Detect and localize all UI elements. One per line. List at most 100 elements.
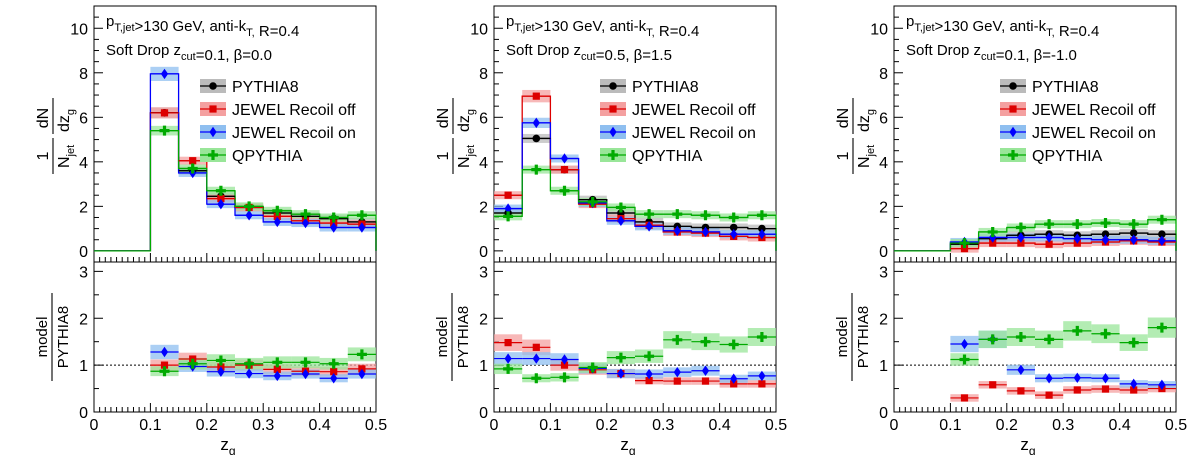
ratio-point bbox=[1045, 373, 1053, 384]
ratio-point bbox=[273, 370, 281, 382]
x-tick-label: 0.2 bbox=[596, 417, 618, 434]
data-point bbox=[1129, 229, 1138, 237]
data-point bbox=[730, 228, 738, 240]
ratio-panel: 0 1 2 3 0 0.1 0.2 0.3 0.4 0.5 model PYTHIA8 zg bbox=[34, 261, 387, 455]
data-point bbox=[245, 210, 253, 221]
data-point bbox=[273, 216, 281, 228]
ratio-point bbox=[700, 336, 711, 347]
data-point bbox=[532, 134, 541, 143]
data-point bbox=[756, 210, 767, 221]
y-label-den-right: dzg bbox=[56, 109, 77, 132]
data-point bbox=[1158, 235, 1166, 247]
ratio-point bbox=[1100, 328, 1111, 339]
annotation-jet-selection: pT,jet>130 GeV, anti-kT, R=0.4 bbox=[506, 13, 699, 40]
ratio-point bbox=[728, 339, 739, 350]
ratio-label-denominator: PYTHIA8 bbox=[855, 306, 872, 369]
x-tick-label: 0.4 bbox=[308, 417, 330, 434]
data-point bbox=[159, 125, 170, 136]
ratio-panel-frame bbox=[93, 261, 377, 413]
data-point bbox=[504, 203, 512, 214]
ratio-point bbox=[1072, 325, 1083, 336]
y-tick-label: 10 bbox=[70, 21, 88, 38]
data-point bbox=[758, 224, 766, 233]
top-panel: 0 2 4 6 8 10 pT,jet>130 GeV, anti-kT, R=0.4Sof… bbox=[35, 5, 377, 263]
legend-marker bbox=[609, 82, 617, 90]
ratio-y-tick-label: 2 bbox=[79, 311, 88, 328]
data-point bbox=[959, 238, 970, 249]
ratio-point bbox=[503, 363, 514, 374]
data-point bbox=[672, 209, 683, 220]
ratio-point bbox=[356, 349, 367, 360]
data-point bbox=[160, 109, 169, 117]
legend-marker bbox=[608, 150, 619, 160]
data-point bbox=[1101, 230, 1110, 238]
legend-marker bbox=[209, 105, 217, 113]
ratio-y-axis-label: model PYTHIA8 bbox=[34, 293, 72, 381]
ratio-label-numerator: model bbox=[34, 317, 51, 358]
data-point bbox=[215, 185, 226, 196]
ratio-point bbox=[1128, 337, 1139, 348]
annotation-jet-selection: pT,jet>130 GeV, anti-kT, R=0.4 bbox=[906, 13, 1099, 40]
y-label-num-right: dN bbox=[835, 108, 852, 128]
ratio-point bbox=[272, 357, 283, 368]
ratio-y-axis-label: model PYTHIA8 bbox=[834, 293, 872, 381]
legend-marker bbox=[1009, 105, 1017, 113]
data-point bbox=[1100, 218, 1111, 229]
ratio-point bbox=[217, 366, 225, 377]
ratio-panel: 0 1 2 3 0 0.1 0.2 0.3 0.4 0.5 model PYTHIA8 zg bbox=[834, 261, 1187, 455]
ratio-point bbox=[1101, 385, 1110, 393]
ratio-point bbox=[960, 338, 969, 350]
ratio-y-tick-label: 2 bbox=[879, 311, 888, 328]
legend-marker bbox=[609, 126, 617, 138]
annotation-soft-drop: Soft Drop zcut=0.5, β=1.5 bbox=[506, 42, 672, 64]
data-point bbox=[987, 226, 998, 237]
legend-label: JEWEL Recoil off bbox=[232, 102, 356, 119]
x-tick-label: 0.4 bbox=[1108, 417, 1130, 434]
ratio-point bbox=[758, 380, 766, 388]
data-point bbox=[217, 194, 225, 203]
legend-label: JEWEL Recoil on bbox=[232, 125, 356, 142]
data-point bbox=[1073, 233, 1081, 244]
data-point bbox=[1045, 240, 1053, 248]
ratio-point bbox=[1130, 386, 1138, 394]
data-point bbox=[328, 212, 339, 223]
ratio-point bbox=[617, 368, 625, 379]
ratio-point bbox=[159, 366, 170, 377]
data-point bbox=[1158, 230, 1166, 238]
ratio-point bbox=[673, 377, 681, 385]
data-point bbox=[244, 201, 255, 212]
x-tick-label: 0.4 bbox=[708, 417, 730, 434]
y-tick-label: 6 bbox=[79, 110, 88, 127]
y-tick-label: 0 bbox=[879, 244, 888, 261]
y-label-num-right: dN bbox=[435, 108, 452, 128]
data-point bbox=[673, 225, 681, 237]
data-point bbox=[617, 209, 625, 217]
data-point bbox=[356, 210, 367, 221]
ratio-point bbox=[560, 361, 569, 369]
data-point bbox=[1045, 232, 1053, 243]
ratio-point bbox=[559, 372, 570, 383]
data-point bbox=[728, 212, 739, 223]
ratio-point bbox=[1156, 322, 1167, 333]
ratio-label-numerator: model bbox=[834, 317, 851, 358]
ratio-point bbox=[358, 368, 366, 380]
legend-label: JEWEL Recoil off bbox=[1032, 102, 1156, 119]
ratio-point bbox=[531, 373, 542, 384]
ratio-point bbox=[1017, 387, 1025, 395]
data-point bbox=[960, 245, 969, 253]
legend-marker bbox=[209, 82, 217, 90]
ratio-y-tick-label: 1 bbox=[879, 358, 888, 375]
legend-label: PYTHIA8 bbox=[1032, 79, 1099, 96]
legend-marker bbox=[208, 150, 218, 160]
data-point bbox=[701, 226, 710, 238]
ratio-y-tick-label: 0 bbox=[479, 405, 488, 422]
y-tick-label: 8 bbox=[479, 66, 488, 83]
ratio-point bbox=[273, 365, 281, 373]
ratio-y-tick-label: 1 bbox=[79, 358, 88, 375]
legend-marker bbox=[1009, 126, 1017, 138]
ratio-label-denominator: PYTHIA8 bbox=[55, 306, 72, 369]
